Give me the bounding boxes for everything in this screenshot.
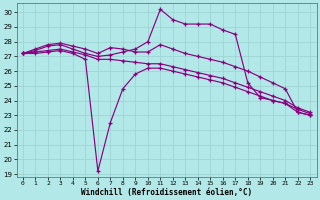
- X-axis label: Windchill (Refroidissement éolien,°C): Windchill (Refroidissement éolien,°C): [81, 188, 252, 197]
